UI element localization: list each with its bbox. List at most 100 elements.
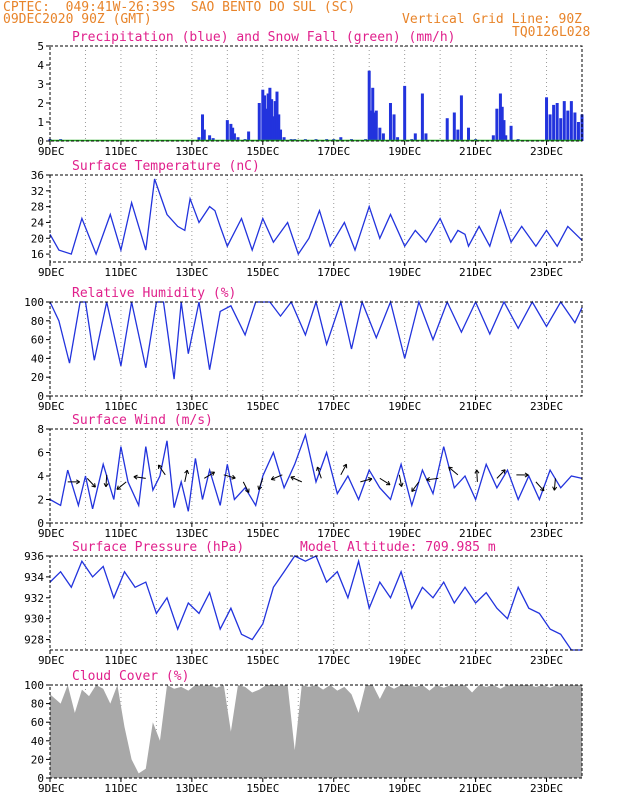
wind-vector xyxy=(398,474,403,487)
precip-bar xyxy=(388,103,392,141)
x-tick-label: 11DEC xyxy=(104,266,137,279)
wind-arrowhead xyxy=(316,466,321,472)
y-tick-label: 100 xyxy=(24,679,44,692)
precip-bar xyxy=(339,137,343,141)
x-tick-label: 21DEC xyxy=(459,145,492,158)
precip-bar xyxy=(548,114,552,141)
precip-bar xyxy=(282,137,286,141)
x-tick-label: 15DEC xyxy=(246,266,279,279)
y-tick-label: 930 xyxy=(24,613,44,626)
x-tick-label: 21DEC xyxy=(459,782,492,795)
y-tick-label: 32 xyxy=(31,185,44,198)
wind-arrowhead xyxy=(448,466,453,472)
x-tick-label: 21DEC xyxy=(459,654,492,667)
wind-arrowhead xyxy=(231,474,236,480)
precip-bar xyxy=(277,114,281,141)
precip-bar xyxy=(261,89,265,141)
panel-subtitle: Model Altitude: 709.985 m xyxy=(300,540,496,555)
x-tick-label: 17DEC xyxy=(317,654,350,667)
x-tick-label: 13DEC xyxy=(175,266,208,279)
x-tick-label: 11DEC xyxy=(104,654,137,667)
y-tick-label: 936 xyxy=(24,550,44,563)
precip-bar xyxy=(495,108,499,141)
x-tick-label: 17DEC xyxy=(317,527,350,540)
precip-bar xyxy=(268,87,272,141)
wind-vector xyxy=(411,481,420,492)
wind-vector xyxy=(271,474,283,480)
wind-vector xyxy=(223,474,236,479)
header-date: 09DEC2020 90Z (GMT) xyxy=(3,12,152,27)
header-model-id: TQ0126L028 xyxy=(512,25,591,40)
y-tick-label: 8 xyxy=(37,423,44,436)
x-tick-label: 21DEC xyxy=(459,527,492,540)
wind-vector xyxy=(340,463,347,476)
precip-bar xyxy=(420,93,424,141)
y-tick-label: 5 xyxy=(37,40,44,53)
precip-bar xyxy=(270,99,274,141)
wind-arrowhead xyxy=(501,469,506,474)
panel-title: Cloud Cover (%) xyxy=(72,669,189,684)
x-tick-label: 13DEC xyxy=(175,654,208,667)
x-tick-label: 23DEC xyxy=(530,145,563,158)
y-tick-label: 6 xyxy=(37,447,44,460)
x-tick-label: 17DEC xyxy=(317,145,350,158)
x-tick-label: 23DEC xyxy=(530,400,563,413)
precip-bar xyxy=(266,93,270,141)
x-tick-label: 21DEC xyxy=(459,266,492,279)
precip-bar xyxy=(271,116,275,141)
series-line xyxy=(49,555,582,651)
precip-bar xyxy=(381,133,385,141)
x-tick-label: 11DEC xyxy=(104,527,137,540)
y-tick-label: 28 xyxy=(31,201,44,214)
y-tick-label: 934 xyxy=(24,571,44,584)
wind-arrowhead xyxy=(367,477,373,482)
precip-bar xyxy=(562,101,566,141)
y-tick-label: 60 xyxy=(31,716,44,729)
precip-bar xyxy=(459,95,463,141)
x-tick-label: 9DEC xyxy=(38,782,65,795)
wind-vector xyxy=(242,481,250,493)
precip-bar xyxy=(403,85,407,141)
precip-bar xyxy=(263,95,267,141)
wind-vector xyxy=(105,474,108,487)
x-tick-label: 9DEC xyxy=(38,527,65,540)
x-tick-label: 15DEC xyxy=(246,145,279,158)
wind-arrowhead xyxy=(290,476,295,481)
wind-vector xyxy=(157,464,166,476)
wind-arrowhead xyxy=(552,486,558,491)
panel-title: Surface Temperature (nC) xyxy=(72,159,260,174)
panel-title: Precipitation (blue) and Snow Fall (gree… xyxy=(72,30,456,45)
precip-bar xyxy=(275,91,279,141)
y-tick-label: 4 xyxy=(37,59,44,72)
panel-title: Surface Wind (m/s) xyxy=(72,413,213,428)
precip-bar xyxy=(509,125,513,141)
precip-bar xyxy=(573,112,577,141)
wind-vector xyxy=(258,478,264,490)
y-tick-label: 2 xyxy=(37,494,44,507)
x-tick-label: 23DEC xyxy=(530,782,563,795)
precip-bar xyxy=(208,135,212,141)
y-tick-label: 20 xyxy=(31,753,44,766)
x-tick-label: 13DEC xyxy=(175,782,208,795)
y-tick-label: 24 xyxy=(31,216,45,229)
wind-arrowhead xyxy=(539,486,545,492)
wind-vector xyxy=(360,478,373,483)
wind-vector xyxy=(448,466,459,476)
precip-bar xyxy=(569,101,573,141)
precip-bar xyxy=(264,108,268,141)
panel-frame xyxy=(49,45,583,142)
wind-vector xyxy=(496,469,506,479)
precip-bar xyxy=(211,138,215,141)
x-tick-label: 9DEC xyxy=(38,145,65,158)
precip-bar xyxy=(452,112,456,141)
y-tick-label: 80 xyxy=(31,315,44,328)
precip-bar xyxy=(467,127,471,141)
precip-bar xyxy=(273,101,277,141)
wind-vector xyxy=(316,466,322,479)
precip-bar xyxy=(545,97,549,141)
wind-vector xyxy=(290,476,303,483)
x-tick-label: 13DEC xyxy=(175,145,208,158)
wind-arrowhead xyxy=(116,485,121,490)
panel-title: Relative Humidity (%) xyxy=(72,286,236,301)
y-tick-label: 40 xyxy=(31,352,44,365)
